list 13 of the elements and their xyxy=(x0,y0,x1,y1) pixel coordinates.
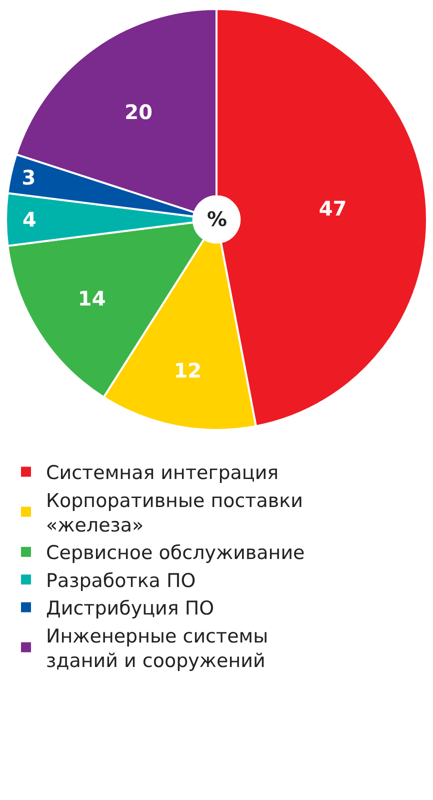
legend-label: Корпоративные поставки «железа» xyxy=(46,490,303,537)
data-label: 3 xyxy=(22,165,36,190)
data-label: 20 xyxy=(124,100,152,124)
data-label: 47 xyxy=(318,196,347,220)
legend-label: Разработка ПО xyxy=(46,570,196,592)
data-label: 12 xyxy=(174,358,202,383)
legend-label: Сервисное обслуживание xyxy=(46,542,305,564)
data-label: 4 xyxy=(22,207,36,232)
legend-label: Системная интеграция xyxy=(46,462,279,484)
legend-label: Инженерные системы зданий и сооружений xyxy=(46,625,268,672)
legend-label: Дистрибуция ПО xyxy=(46,598,214,620)
text: % xyxy=(207,207,228,231)
data-label: 14 xyxy=(78,286,106,311)
